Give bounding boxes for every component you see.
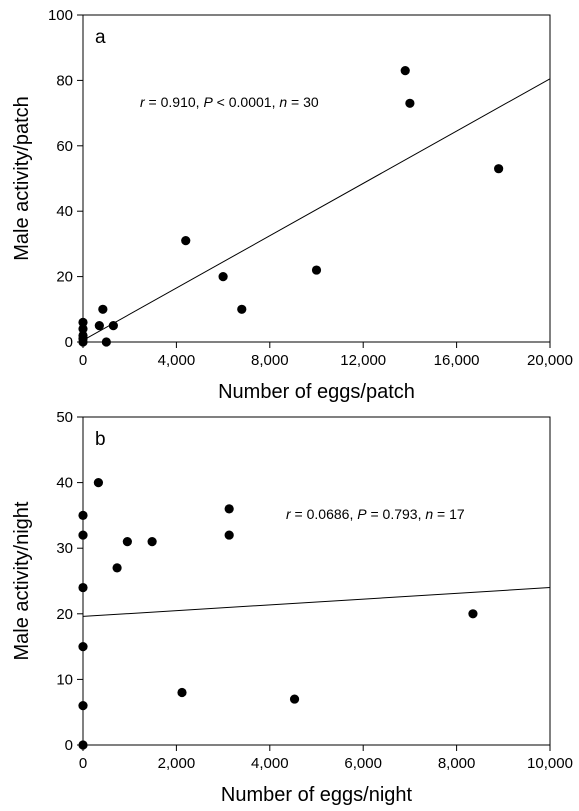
data-point — [101, 337, 111, 347]
stats-symbol: n — [279, 94, 287, 110]
x-tick-label: 0 — [79, 352, 87, 369]
data-point — [224, 504, 234, 514]
data-point — [108, 321, 118, 331]
stats-value: = 0.793, — [367, 506, 426, 522]
x-tick-label: 16,000 — [434, 352, 480, 369]
stats-symbol: P — [357, 506, 367, 522]
y-tick-label: 0 — [65, 737, 73, 754]
y-tick-label: 40 — [56, 203, 73, 220]
x-tick-label: 20,000 — [527, 352, 573, 369]
regression-line — [82, 78, 551, 341]
data-point — [494, 164, 504, 174]
y-tick-label: 50 — [56, 409, 73, 426]
stats-annotation: r = 0.0686, P = 0.793, n = 17 — [286, 506, 465, 522]
data-point — [78, 642, 88, 652]
data-point — [468, 609, 478, 619]
x-tick-label: 10,000 — [527, 755, 573, 772]
data-point — [237, 304, 247, 314]
x-tick-label: 2,000 — [158, 755, 196, 772]
data-point — [218, 272, 228, 282]
x-tick-label: 12,000 — [340, 352, 386, 369]
y-tick-label: 100 — [48, 7, 73, 24]
panel-letter: b — [95, 429, 106, 450]
y-tick-label: 20 — [56, 606, 73, 623]
stats-symbol: n — [425, 506, 433, 522]
stats-value: = 0.0686, — [291, 506, 358, 522]
data-point — [122, 537, 132, 547]
data-point — [311, 265, 322, 275]
y-tick-label: 10 — [56, 671, 73, 688]
y-tick-label: 80 — [56, 72, 73, 89]
plot-frame — [82, 416, 551, 746]
data-point — [78, 317, 88, 327]
y-tick-label: 20 — [56, 269, 73, 286]
data-point — [78, 582, 88, 593]
x-axis-label: Number of eggs/patch — [218, 381, 415, 403]
data-point — [78, 701, 88, 711]
x-tick-label: 0 — [79, 755, 87, 772]
panel-b: 0 2,000 4,000 6,000 8,000 10,000 0 10 20 30 40 50 Nu… — [11, 409, 573, 806]
stats-value: = 30 — [287, 94, 319, 110]
data-point — [78, 740, 88, 750]
regression-line — [82, 587, 551, 617]
data-point — [405, 98, 415, 108]
data-point — [112, 563, 122, 573]
y-tick-label: 60 — [56, 138, 73, 155]
stats-value: = 17 — [433, 506, 465, 522]
data-point — [289, 694, 300, 704]
y-tick-label: 0 — [65, 334, 73, 351]
data-point — [224, 530, 234, 540]
data-point — [78, 530, 88, 540]
data-point — [177, 687, 187, 698]
plot-frame — [82, 14, 551, 343]
data-point — [181, 236, 191, 246]
x-tick-label: 6,000 — [344, 755, 382, 772]
panel-letter: a — [95, 27, 106, 48]
data-point — [94, 321, 104, 331]
x-tick-label: 4,000 — [251, 755, 289, 772]
data-point — [147, 537, 157, 547]
data-point — [78, 324, 88, 334]
stats-value: < 0.0001, — [213, 94, 280, 110]
stats-value: = 0.910, — [145, 94, 204, 110]
stats-symbol: P — [203, 94, 213, 110]
x-tick-label: 8,000 — [438, 755, 476, 772]
y-tick-label: 40 — [56, 475, 73, 492]
panel-a: 0 4,000 8,000 12,000 16,000 20,000 0 20 40 60 80 10… — [11, 7, 573, 403]
x-tick-label: 4,000 — [158, 352, 196, 369]
stats-symbol: r — [140, 94, 146, 110]
x-tick-label: 8,000 — [251, 352, 289, 369]
y-axis-label: Male activity/patch — [11, 96, 33, 261]
stats-symbol: r — [286, 506, 292, 522]
y-axis-label: Male activity/night — [11, 501, 33, 660]
x-axis-label: Number of eggs/night — [221, 784, 413, 806]
stats-annotation: r = 0.910, P < 0.0001, n = 30 — [140, 94, 319, 110]
data-point — [78, 510, 88, 520]
y-tick-label: 30 — [56, 540, 73, 557]
data-point — [78, 330, 88, 341]
data-point — [93, 478, 104, 488]
data-point — [98, 304, 108, 314]
data-point — [400, 65, 410, 76]
